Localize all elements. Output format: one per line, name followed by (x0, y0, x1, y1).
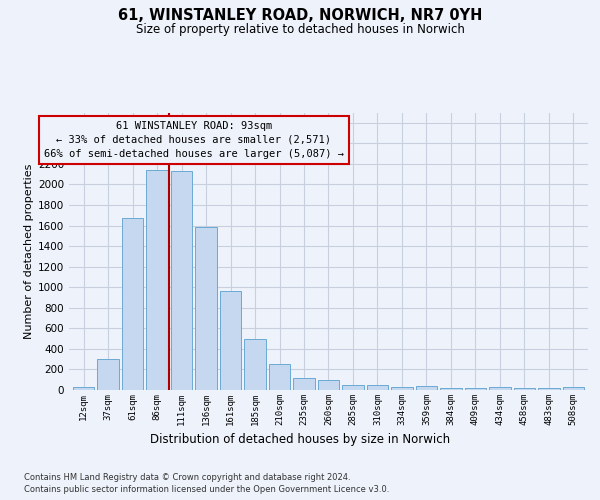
Bar (122, 218, 143, 390)
Bar (220, 292, 241, 390)
Text: Contains public sector information licensed under the Open Government Licence v3: Contains public sector information licen… (24, 485, 389, 494)
Bar (440, 388, 461, 390)
Bar (538, 388, 560, 390)
Bar (464, 388, 486, 390)
Bar (244, 338, 266, 390)
Bar (391, 387, 413, 390)
Text: 61, WINSTANLEY ROAD, NORWICH, NR7 0YH: 61, WINSTANLEY ROAD, NORWICH, NR7 0YH (118, 8, 482, 22)
Bar (318, 380, 339, 390)
Y-axis label: Number of detached properties: Number of detached properties (24, 164, 34, 339)
Bar (563, 388, 584, 390)
Bar (416, 386, 437, 390)
Text: 61 WINSTANLEY ROAD: 93sqm
← 33% of detached houses are smaller (2,571)
66% of se: 61 WINSTANLEY ROAD: 93sqm ← 33% of detac… (44, 120, 344, 158)
Bar (146, 170, 168, 390)
Bar (367, 386, 388, 390)
Bar (73, 388, 94, 390)
Bar (97, 359, 119, 390)
Bar (269, 364, 290, 390)
Text: Contains HM Land Registry data © Crown copyright and database right 2024.: Contains HM Land Registry data © Crown c… (24, 472, 350, 482)
Bar (171, 171, 193, 390)
Text: Distribution of detached houses by size in Norwich: Distribution of detached houses by size … (150, 432, 450, 446)
Bar (342, 385, 364, 390)
Text: Size of property relative to detached houses in Norwich: Size of property relative to detached ho… (136, 22, 464, 36)
Bar (196, 226, 217, 390)
Bar (293, 378, 315, 390)
Bar (489, 387, 511, 390)
Bar (514, 388, 535, 390)
